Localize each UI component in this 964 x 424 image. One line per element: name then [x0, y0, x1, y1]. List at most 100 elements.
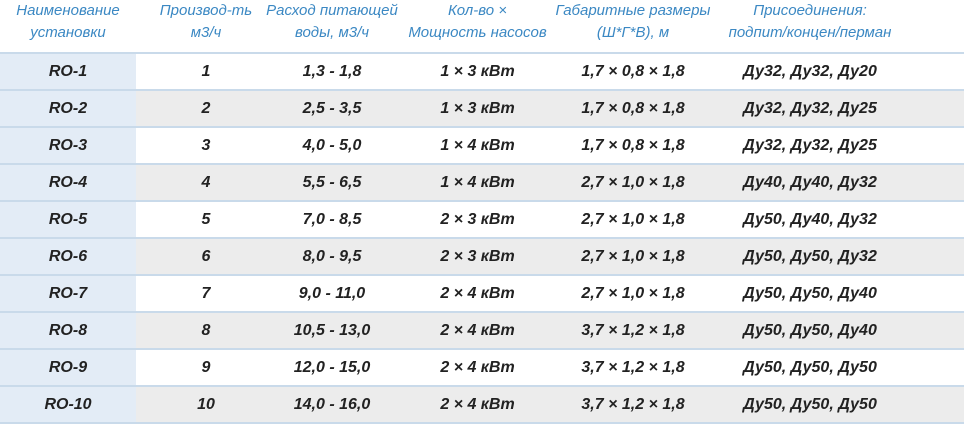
- cell-flow: 12,0 - 15,0: [293, 358, 371, 376]
- cell-connections: Ду50, Ду50, Ду50: [743, 358, 877, 376]
- row-values-bg: [136, 128, 964, 163]
- row-values-bg: [136, 387, 964, 422]
- cell-dims: 2,7 × 1,0 × 1,8: [581, 247, 685, 265]
- table-row: RO-2 2 2,5 - 3,5 1 × 3 кВт 1,7 × 0,8 × 1,8 Ду…: [0, 91, 964, 126]
- header-flow-line1: Расход питающей: [266, 2, 398, 19]
- row-values-bg: [136, 165, 964, 200]
- cell-dims: 1,7 × 0,8 × 1,8: [581, 99, 685, 117]
- cell-pumps: 2 × 4 кВт: [440, 358, 515, 376]
- cell-flow: 5,5 - 6,5: [302, 173, 362, 191]
- row-separator: [0, 52, 964, 54]
- header-connections: Присоединения: подпит/концен/перман: [725, 0, 895, 52]
- cell-pumps: 1 × 4 кВт: [440, 173, 515, 191]
- row-name-cell-bg: [0, 128, 136, 163]
- header-capacity: Производ-ть м3/ч: [146, 0, 266, 52]
- cell-connections: Ду32, Ду32, Ду20: [743, 62, 877, 80]
- cell-connections: Ду50, Ду50, Ду32: [743, 247, 877, 265]
- table-row: RO-3 3 4,0 - 5,0 1 × 4 кВт 1,7 × 0,8 × 1,8 Ду…: [0, 128, 964, 163]
- cell-capacity: 3: [201, 136, 211, 154]
- header-pumps-line1: Кол-во ×: [447, 2, 508, 19]
- table-row: RO-5 5 7,0 - 8,5 2 × 3 кВт 2,7 × 1,0 × 1,8 Ду…: [0, 202, 964, 237]
- table-row: RO-9 9 12,0 - 15,0 2 × 4 кВт 3,7 × 1,2 × 1,8…: [0, 350, 964, 385]
- row-name-cell-bg: [0, 202, 136, 237]
- cell-flow: 10,5 - 13,0: [293, 321, 371, 339]
- table-row: RO-6 6 8,0 - 9,5 2 × 3 кВт 2,7 × 1,0 × 1,8 Ду…: [0, 239, 964, 274]
- cell-connections: Ду50, Ду50, Ду40: [743, 321, 877, 339]
- row-separator: [0, 348, 964, 350]
- row-name-cell-bg: [0, 165, 136, 200]
- row-separator: [0, 163, 964, 165]
- cell-dims: 2,7 × 1,0 × 1,8: [581, 173, 685, 191]
- cell-capacity: 6: [201, 247, 211, 265]
- cell-connections: Ду50, Ду50, Ду40: [743, 284, 877, 302]
- header-dims-line2: (Ш*Г*В), м: [596, 24, 670, 41]
- table-row: RO-1 1 1,3 - 1,8 1 × 3 кВт 1,7 × 0,8 × 1,8 Ду…: [0, 54, 964, 89]
- cell-capacity: 1: [201, 62, 211, 80]
- header-connections-line1: Присоединения:: [753, 2, 867, 19]
- cell-flow: 2,5 - 3,5: [302, 99, 362, 117]
- cell-flow: 4,0 - 5,0: [302, 136, 362, 154]
- cell-dims: 2,7 × 1,0 × 1,8: [581, 284, 685, 302]
- cell-pumps: 2 × 4 кВт: [440, 395, 515, 413]
- cell-name: RO-8: [48, 321, 88, 339]
- cell-capacity: 8: [201, 321, 211, 339]
- cell-pumps: 2 × 3 кВт: [440, 247, 515, 265]
- cell-connections: Ду40, Ду40, Ду32: [743, 173, 877, 191]
- row-separator: [0, 311, 964, 313]
- row-separator: [0, 274, 964, 276]
- cell-flow: 1,3 - 1,8: [302, 62, 362, 80]
- row-name-cell-bg: [0, 313, 136, 348]
- row-values-bg: [136, 313, 964, 348]
- cell-pumps: 2 × 3 кВт: [440, 210, 515, 228]
- cell-capacity: 2: [201, 99, 211, 117]
- table-row: RO-4 4 5,5 - 6,5 1 × 4 кВт 2,7 × 1,0 × 1,8 Ду…: [0, 165, 964, 200]
- cell-pumps: 1 × 3 кВт: [440, 99, 515, 117]
- header-name-line2: установки: [30, 24, 106, 41]
- cell-name: RO-1: [48, 62, 88, 80]
- row-separator: [0, 385, 964, 387]
- cell-name: RO-7: [48, 284, 88, 302]
- cell-connections: Ду32, Ду32, Ду25: [743, 99, 877, 117]
- header-pumps-line2: Мощность насосов: [408, 24, 547, 41]
- row-name-cell-bg: [0, 350, 136, 385]
- cell-pumps: 1 × 3 кВт: [440, 62, 515, 80]
- header-dims-line1: Габаритные размеры: [555, 2, 711, 19]
- cell-name: RO-4: [48, 173, 88, 191]
- table-row: RO-7 7 9,0 - 11,0 2 × 4 кВт 2,7 × 1,0 × 1,8 Д…: [0, 276, 964, 311]
- cell-connections: Ду50, Ду40, Ду32: [743, 210, 877, 228]
- row-name-cell-bg: [0, 54, 136, 89]
- cell-name: RO-2: [48, 99, 88, 117]
- cell-dims: 2,7 × 1,0 × 1,8: [581, 210, 685, 228]
- header-pumps: Кол-во × Мощность насосов: [405, 0, 550, 52]
- header-flow: Расход питающей воды, м3/ч: [262, 0, 402, 52]
- header-flow-line2: воды, м3/ч: [294, 24, 370, 41]
- cell-dims: 1,7 × 0,8 × 1,8: [581, 136, 685, 154]
- row-separator: [0, 89, 964, 91]
- cell-flow: 14,0 - 16,0: [293, 395, 371, 413]
- header-capacity-line2: м3/ч: [190, 24, 222, 41]
- row-name-cell-bg: [0, 276, 136, 311]
- cell-name: RO-9: [48, 358, 88, 376]
- cell-name: RO-3: [48, 136, 88, 154]
- cell-pumps: 2 × 4 кВт: [440, 284, 515, 302]
- cell-dims: 1,7 × 0,8 × 1,8: [581, 62, 685, 80]
- cell-name: RO-6: [48, 247, 88, 265]
- row-values-bg: [136, 54, 964, 89]
- row-values-bg: [136, 91, 964, 126]
- table-header: Наименование установки Производ-ть м3/ч …: [0, 0, 964, 52]
- table-row: RO-8 8 10,5 - 13,0 2 × 4 кВт 3,7 × 1,2 × 1,8…: [0, 313, 964, 348]
- cell-capacity: 4: [201, 173, 211, 191]
- cell-connections: Ду50, Ду50, Ду50: [743, 395, 877, 413]
- cell-pumps: 2 × 4 кВт: [440, 321, 515, 339]
- cell-capacity: 10: [197, 395, 215, 413]
- row-values-bg: [136, 350, 964, 385]
- row-values-bg: [136, 239, 964, 274]
- row-separator: [0, 200, 964, 202]
- row-values-bg: [136, 202, 964, 237]
- cell-capacity: 5: [201, 210, 211, 228]
- table-row: RO-10 10 14,0 - 16,0 2 × 4 кВт 3,7 × 1,2 × 1…: [0, 387, 964, 422]
- row-separator: [0, 126, 964, 128]
- cell-name: RO-10: [44, 395, 92, 413]
- header-connections-line2: подпит/концен/перман: [728, 24, 892, 41]
- cell-flow: 8,0 - 9,5: [302, 247, 362, 265]
